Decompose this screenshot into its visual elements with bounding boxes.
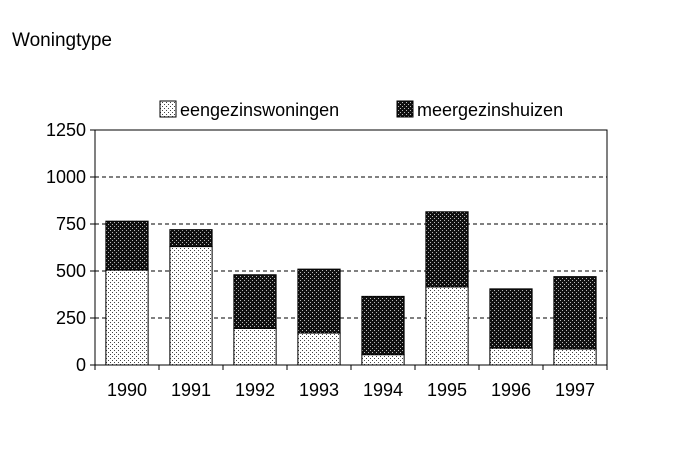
bar-segment-meergezinshuizen-1995 xyxy=(425,211,469,288)
x-axis-ticks: 1990 1991 1992 1993 1994 1995 1996 1997 xyxy=(94,365,608,400)
legend-swatch-meergezinshuizen xyxy=(396,100,414,118)
bar-segment-eengezinswoningen-1994 xyxy=(361,354,405,366)
bar-segment-eengezinswoningen-1993 xyxy=(297,332,341,366)
x-tick-label-1990: 1990 xyxy=(107,380,147,400)
bar-segment-eengezinswoningen-1992 xyxy=(233,327,277,366)
y-tick-label: 0 xyxy=(76,355,86,375)
x-tick-label-1995: 1995 xyxy=(427,380,467,400)
bar-segment-eengezinswoningen-1995 xyxy=(425,286,469,366)
y-tick-label: 250 xyxy=(56,308,86,328)
y-tick-label: 750 xyxy=(56,214,86,234)
legend-label-meergezinshuizen: meergezinshuizen xyxy=(417,100,563,120)
bar-segment-meergezinshuizen-1992 xyxy=(233,274,277,329)
legend: eengezinswoningen meergezinshuizen xyxy=(159,100,563,120)
y-tick-label: 1250 xyxy=(46,120,86,140)
legend-swatch-eengezinswoningen xyxy=(159,100,177,118)
x-tick-label-1996: 1996 xyxy=(491,380,531,400)
bar-segment-eengezinswoningen-1990 xyxy=(105,269,149,366)
x-tick-label-1993: 1993 xyxy=(299,380,339,400)
x-tick-label-1992: 1992 xyxy=(235,380,275,400)
legend-label-eengezinswoningen: eengezinswoningen xyxy=(180,100,339,120)
x-tick-label-1991: 1991 xyxy=(171,380,211,400)
chart-title: Woningtype xyxy=(12,30,112,51)
bar-segment-eengezinswoningen-1996 xyxy=(489,347,533,366)
y-tick-label: 1000 xyxy=(46,167,86,187)
x-tick-label-1997: 1997 xyxy=(555,380,595,400)
bars xyxy=(105,211,597,366)
y-axis-ticks: 0 250 500 750 1000 1250 xyxy=(46,120,95,375)
bar-segment-meergezinshuizen-1991 xyxy=(169,229,213,248)
y-tick-label: 500 xyxy=(56,261,86,281)
bar-segment-eengezinswoningen-1991 xyxy=(169,246,213,366)
bar-segment-meergezinshuizen-1990 xyxy=(105,220,149,271)
bar-segment-meergezinshuizen-1994 xyxy=(361,295,405,356)
bar-segment-meergezinshuizen-1997 xyxy=(553,276,597,350)
bar-segment-meergezinshuizen-1996 xyxy=(489,288,533,349)
bar-segment-meergezinshuizen-1993 xyxy=(297,268,341,334)
bar-segment-eengezinswoningen-1997 xyxy=(553,348,597,366)
x-tick-label-1994: 1994 xyxy=(363,380,403,400)
